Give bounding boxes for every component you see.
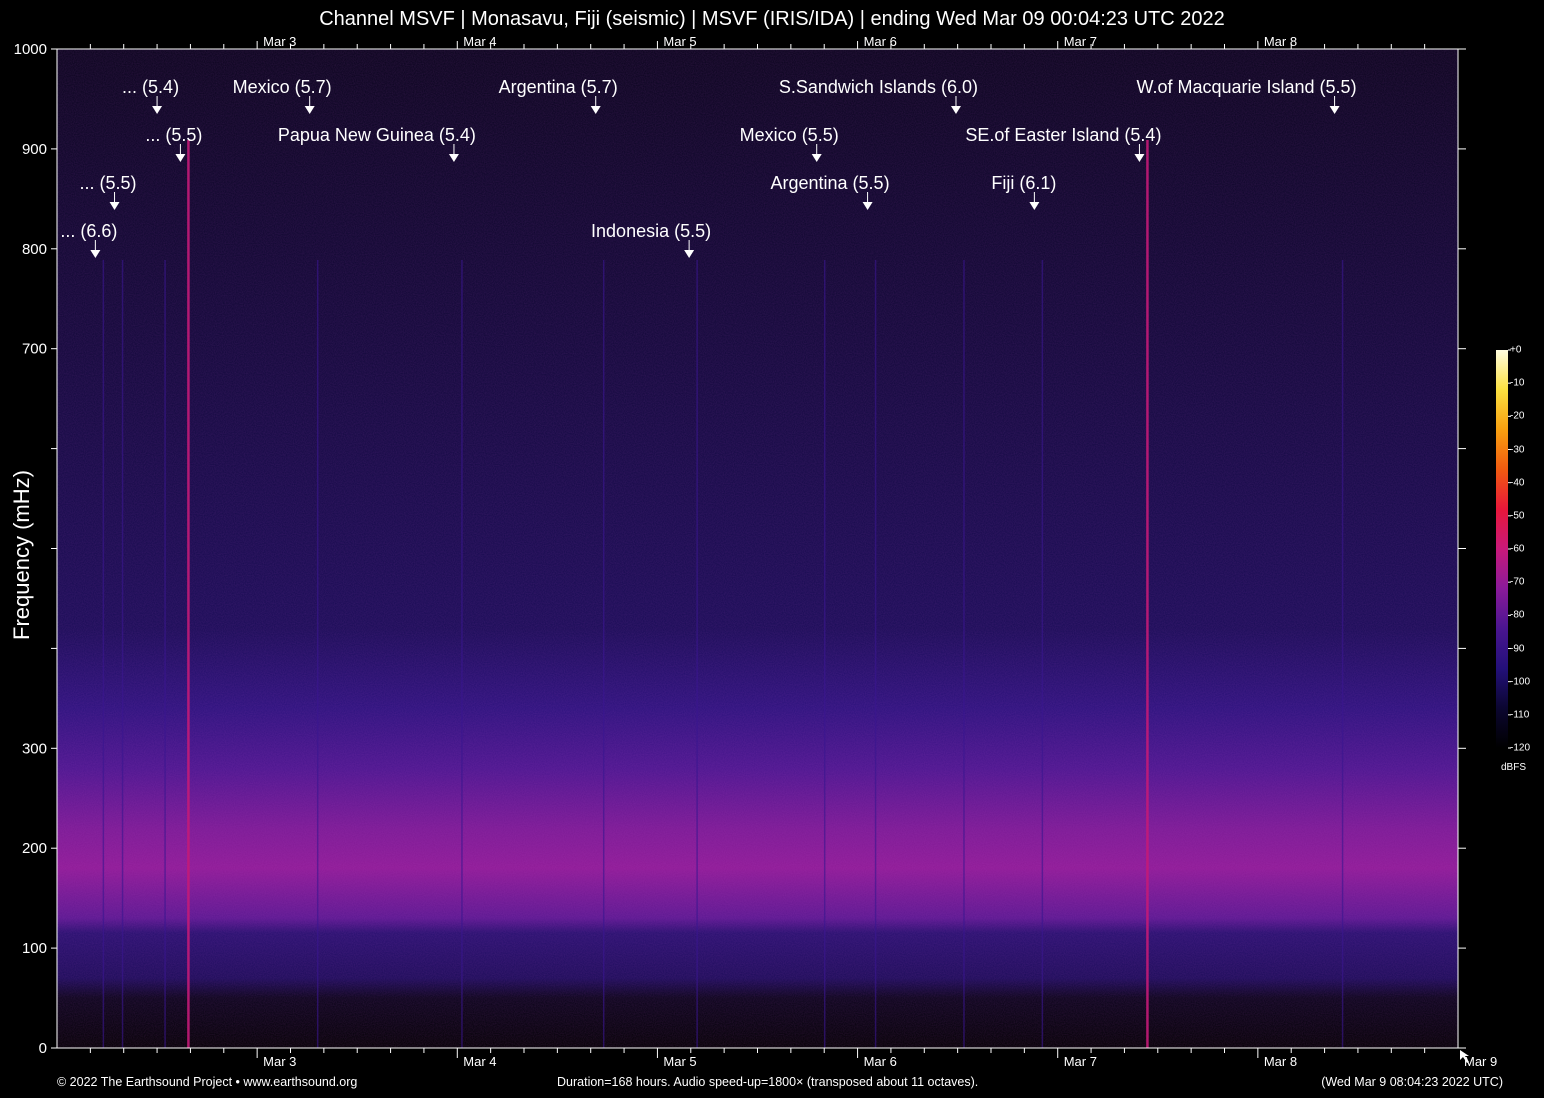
colorbar-tick-label: -80 xyxy=(1510,609,1525,621)
y-tick-label: 800 xyxy=(22,241,47,258)
y-tick-label: 100 xyxy=(22,940,47,957)
spectrogram-field xyxy=(57,49,1458,1048)
event-arrow-icon xyxy=(684,250,695,258)
event-arrow-icon xyxy=(590,106,601,114)
event-arrow-icon xyxy=(109,202,120,210)
event-arrow-icon xyxy=(448,154,459,162)
duration-text: Duration=168 hours. Audio speed-up=1800×… xyxy=(557,1075,979,1089)
colorbar-tick-label: +0 xyxy=(1510,344,1522,356)
y-axis-label: Frequency (mHz) xyxy=(9,470,34,640)
event-arrow-icon xyxy=(811,154,822,162)
event-arrow-icon xyxy=(950,106,961,114)
copyright-text: © 2022 The Earthsound Project • www.eart… xyxy=(57,1075,358,1089)
event-label: Argentina (5.7) xyxy=(498,77,618,97)
event-label: ... (6.6) xyxy=(60,221,118,241)
colorbar-tick-label: -90 xyxy=(1510,643,1525,654)
event-arrow-icon xyxy=(1134,154,1145,162)
colorbar-tick-label: -70 xyxy=(1510,576,1525,588)
event-arrow-icon xyxy=(90,250,101,258)
x-tick-label: Mar 4 xyxy=(463,1054,496,1069)
event-label: Mexico (5.7) xyxy=(232,77,332,97)
x-tick-label-top: Mar 5 xyxy=(663,34,696,49)
chart-marks: 0 100 200 300 700 800 900 1000 Mar 3 Mar 3 Mar 4 Ma… xyxy=(14,34,1498,1069)
x-tick-label: Mar 3 xyxy=(263,1054,296,1069)
y-tick-label: 300 xyxy=(22,740,47,757)
event-label: ... (5.5) xyxy=(79,173,137,193)
x-tick-label: Mar 6 xyxy=(864,1054,897,1069)
event-streaks xyxy=(102,140,1344,1048)
y-tick-label: 700 xyxy=(22,341,47,358)
event-label: ... (5.4) xyxy=(122,77,180,97)
x-tick-label: Mar 7 xyxy=(1064,1054,1097,1069)
event-arrow-icon xyxy=(1029,202,1040,210)
colorbar-tick-label: -120 xyxy=(1510,742,1531,754)
colorbar-tick-label: -40 xyxy=(1510,477,1525,489)
y-tick-label: 900 xyxy=(22,141,47,158)
event-label: Argentina (5.5) xyxy=(770,173,890,193)
x-tick-label-top: Mar 6 xyxy=(864,34,897,49)
event-arrow-icon xyxy=(862,202,873,210)
x-tick-label-top: Mar 3 xyxy=(263,34,296,49)
colorbar-tick-label: -100 xyxy=(1510,676,1531,688)
event-label: Indonesia (5.5) xyxy=(591,221,712,241)
colorbar-tick-label: -10 xyxy=(1510,377,1525,389)
event-arrow-icon xyxy=(175,154,186,162)
y-tick-label: 200 xyxy=(22,840,47,857)
event-arrow-icon xyxy=(304,106,315,114)
colorbar-unit: dBFS xyxy=(1501,762,1527,773)
y-tick-label: 1000 xyxy=(14,41,47,58)
colorbar-tick-label: -30 xyxy=(1510,444,1525,455)
event-label: Papua New Guinea (5.4) xyxy=(277,125,476,145)
event-label: W.of Macquarie Island (5.5) xyxy=(1136,77,1357,97)
event-label: S.Sandwich Islands (6.0) xyxy=(778,77,978,97)
end-time-text: (Wed Mar 9 08:04:23 2022 UTC) xyxy=(1321,1075,1503,1089)
colorbar-tick-label: -60 xyxy=(1510,543,1525,555)
end-cursor-icon xyxy=(1460,1050,1469,1063)
x-tick-label-top: Mar 4 xyxy=(463,34,496,49)
x-tick-label-top: Mar 8 xyxy=(1264,34,1297,49)
plot-axes xyxy=(51,41,1511,1063)
event-arrow-icon xyxy=(152,106,163,114)
event-label: Fiji (6.1) xyxy=(991,173,1057,193)
colorbar-tick-label: -20 xyxy=(1510,410,1525,422)
x-tick-label: Mar 8 xyxy=(1264,1054,1297,1069)
event-label: Mexico (5.5) xyxy=(739,125,839,145)
x-tick-label: Mar 5 xyxy=(663,1054,696,1069)
event-label: ... (5.5) xyxy=(145,125,203,145)
event-arrow-icon xyxy=(1329,106,1340,114)
chart-title: Channel MSVF | Monasavu, Fiji (seismic) … xyxy=(319,8,1225,30)
colorbar-tick-label: -110 xyxy=(1510,709,1530,721)
colorbar xyxy=(1496,350,1508,748)
x-tick-label: Mar 9 xyxy=(1464,1054,1497,1069)
y-tick-label: 0 xyxy=(39,1040,47,1057)
x-tick-label-top: Mar 7 xyxy=(1064,34,1097,49)
colorbar-tick-label: -50 xyxy=(1510,510,1525,522)
event-label: SE.of Easter Island (5.4) xyxy=(965,125,1162,145)
